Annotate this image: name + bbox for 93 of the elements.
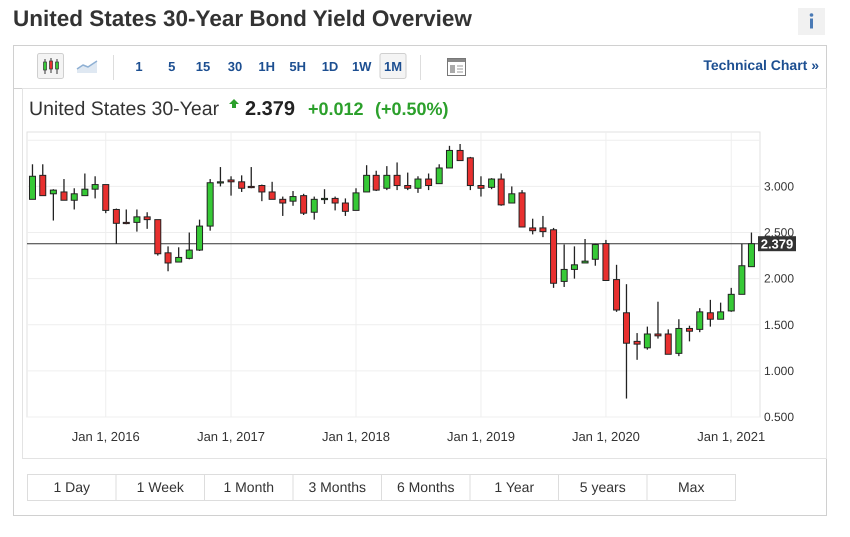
candlestick: [404, 172, 412, 191]
candlestick: [39, 164, 46, 196]
text: +0.012: [308, 99, 364, 119]
text: 1W: [352, 59, 372, 74]
candlestick: [310, 196, 318, 220]
y-tick-label: 2.000: [764, 272, 794, 286]
candlestick: [321, 188, 328, 205]
button: 1 Month: [204, 474, 294, 501]
candlestick: [258, 184, 266, 202]
candlestick: [238, 174, 246, 193]
chart-title: United States 30-Year Bond Yield Overview: [13, 6, 472, 31]
candlestick: [342, 198, 349, 217]
candlestick: [300, 193, 308, 216]
text: 1: [135, 59, 143, 74]
candlestick: [186, 232, 193, 260]
candlestick: [706, 299, 714, 328]
candlestick: [28, 164, 36, 200]
candlestick: [529, 218, 536, 236]
y-tick-label: 1.000: [764, 364, 794, 378]
candlestick: [216, 166, 224, 188]
candlestick: [50, 188, 57, 222]
candlestick: [363, 164, 370, 193]
candlestick: [446, 145, 453, 169]
candlestick: [164, 246, 172, 272]
candlestick: [560, 244, 568, 288]
candlestick: [644, 326, 651, 350]
x-tick-label: Jan 1, 2019: [446, 429, 515, 444]
button: 5 years: [558, 474, 648, 501]
candlestick: [664, 328, 672, 355]
button: 1 Week: [116, 474, 205, 501]
text: 2.379: [245, 98, 296, 120]
x-tick-label: Jan 1, 2021: [697, 429, 766, 444]
x-tick-label: Jan 1, 2017: [197, 429, 266, 444]
candlestick: [748, 232, 755, 268]
candlestick: [634, 332, 641, 360]
candlestick: [488, 177, 496, 190]
ref-line-label: 2.379: [760, 236, 794, 252]
x-tick-label: Jan 1, 2016: [72, 429, 140, 444]
candlestick: [582, 238, 589, 264]
text: 15: [196, 59, 210, 74]
candlestick: [686, 325, 693, 342]
text: Technical Chart »: [703, 57, 820, 73]
y-tick-label: 1.500: [764, 318, 794, 332]
text: 30: [228, 59, 242, 74]
candlestick: [383, 165, 390, 191]
button: 3 Months: [292, 474, 382, 501]
text: (+0.50%): [375, 99, 449, 119]
text: 5: [168, 59, 176, 74]
candlestick: [279, 196, 286, 217]
candlestick: [394, 162, 401, 191]
candlestick: [539, 215, 546, 238]
candlestick: [425, 172, 432, 191]
candlestick: [372, 170, 380, 192]
candlestick: [248, 166, 255, 189]
candlestick: [60, 178, 68, 201]
candlestick: [122, 208, 130, 225]
candlestick: [228, 176, 235, 196]
candlestick: [352, 188, 360, 212]
candlestick: [92, 176, 99, 200]
candlestick: [592, 242, 599, 266]
candlestick: [290, 190, 297, 206]
candlestick: [196, 218, 204, 252]
candlestick: [81, 172, 88, 196]
candlestick: [717, 302, 724, 320]
candlestick: [696, 308, 704, 333]
text: 1D: [322, 59, 338, 74]
chart-subtitle: United States 30-Year: [29, 98, 220, 120]
candlestick: [508, 186, 516, 204]
button: 6 Months: [381, 474, 470, 501]
button: 1 Year: [470, 474, 559, 501]
button: Max: [646, 474, 736, 501]
text: 1H: [258, 59, 276, 74]
x-tick-label: Jan 1, 2018: [322, 429, 390, 444]
candlestick: [133, 208, 140, 232]
candlestick: [175, 246, 182, 263]
candlestick: [436, 164, 443, 184]
candlestick: [70, 188, 78, 210]
candlestick: [654, 301, 662, 340]
text: 5H: [289, 59, 306, 74]
y-tick-label: 3.000: [764, 179, 794, 194]
candlestick: [332, 196, 339, 212]
button: 1 Day: [27, 474, 116, 501]
text: 1M: [384, 59, 402, 74]
candlestick: [456, 143, 464, 162]
candlestick: [728, 287, 735, 313]
candlestick: [268, 181, 276, 200]
candlestick: [570, 246, 578, 280]
candlestick: [112, 208, 120, 244]
candlestick: [477, 176, 484, 198]
candlestick: [414, 176, 422, 194]
x-tick-label: Jan 1, 2020: [572, 429, 640, 444]
y-tick-label: 0.500: [764, 410, 794, 424]
candlestick: [144, 212, 151, 230]
